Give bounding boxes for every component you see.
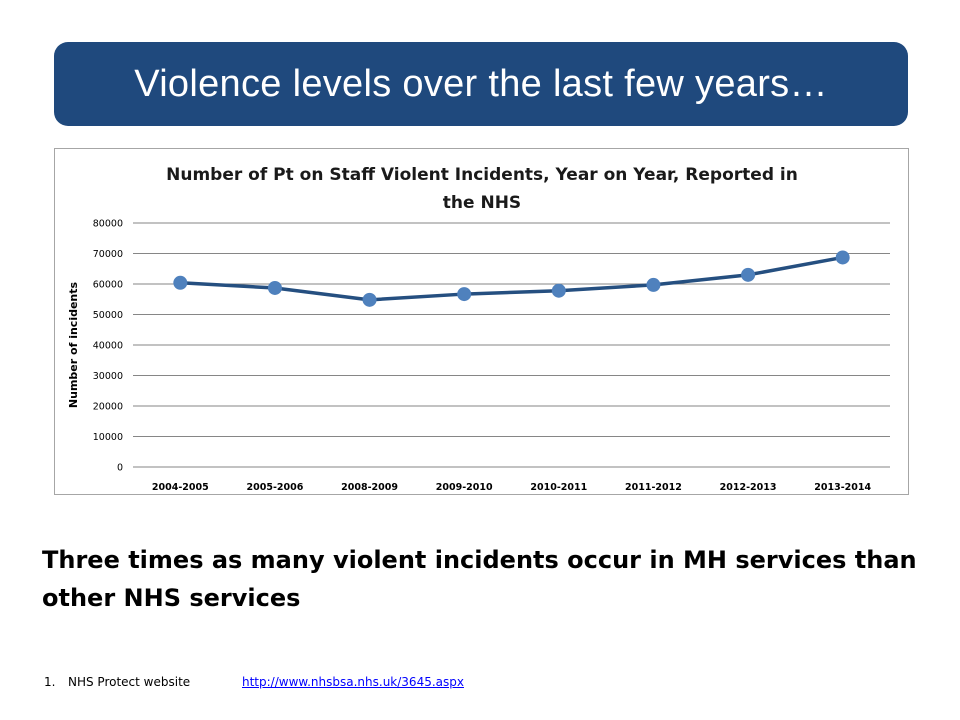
y-tick-label: 20000 <box>93 402 123 413</box>
y-tick-label: 0 <box>117 463 123 474</box>
title-banner: Violence levels over the last few years… <box>54 42 908 126</box>
x-tick-label: 2009-2010 <box>436 482 493 493</box>
data-point <box>835 250 850 265</box>
x-tick-label: 2011-2012 <box>625 482 682 493</box>
footnote-number: 1. <box>44 675 56 689</box>
series-line <box>180 255 844 302</box>
footnote-link[interactable]: http://www.nhsbsa.nhs.uk/3645.aspx <box>242 675 464 689</box>
slide-title: Violence levels over the last few years… <box>134 62 828 105</box>
x-tick-label: 2004-2005 <box>152 482 209 493</box>
x-tick-label: 2010-2011 <box>530 482 587 493</box>
grid-layer <box>133 222 890 468</box>
y-tick-label: 80000 <box>93 219 123 230</box>
y-tick-labels: 0 10000 20000 30000 40000 50000 60000 70000 8000… <box>93 219 123 474</box>
y-axis-title: Number of incidents <box>67 281 80 408</box>
y-tick-label: 10000 <box>93 432 123 443</box>
y-tick-label: 50000 <box>93 310 123 321</box>
chart-title-line-2: the NHS <box>443 193 521 213</box>
y-tick-label: 70000 <box>93 249 123 260</box>
data-point <box>267 280 282 295</box>
data-point <box>551 283 566 298</box>
chart-frame: Number of Pt on Staff Violent Incidents,… <box>54 148 909 495</box>
footnote-source: NHS Protect website <box>68 675 191 689</box>
data-point <box>457 287 472 302</box>
y-tick-label: 60000 <box>93 280 123 291</box>
y-tick-label: 30000 <box>93 371 123 382</box>
y-tick-label: 40000 <box>93 341 123 352</box>
summary-text: Three times as many violent incidents oc… <box>42 546 917 612</box>
line-chart: Number of Pt on Staff Violent Incidents,… <box>67 165 890 493</box>
data-point <box>741 267 756 282</box>
data-point <box>173 275 188 290</box>
x-tick-label: 2005-2006 <box>247 482 304 493</box>
footnote: 1. NHS Protect website http://www.nhsbsa.n… <box>44 675 464 689</box>
series-layer <box>173 250 850 307</box>
x-tick-label: 2012-2013 <box>720 482 777 493</box>
data-point <box>362 292 377 307</box>
data-point <box>646 277 661 292</box>
chart-title-line-1: Number of Pt on Staff Violent Incidents,… <box>166 165 798 185</box>
x-tick-label: 2013-2014 <box>814 482 871 493</box>
x-tick-labels: 2004-2005 2005-2006 2008-2009 2009-2010 2010… <box>152 482 872 493</box>
x-tick-label: 2008-2009 <box>341 482 398 493</box>
